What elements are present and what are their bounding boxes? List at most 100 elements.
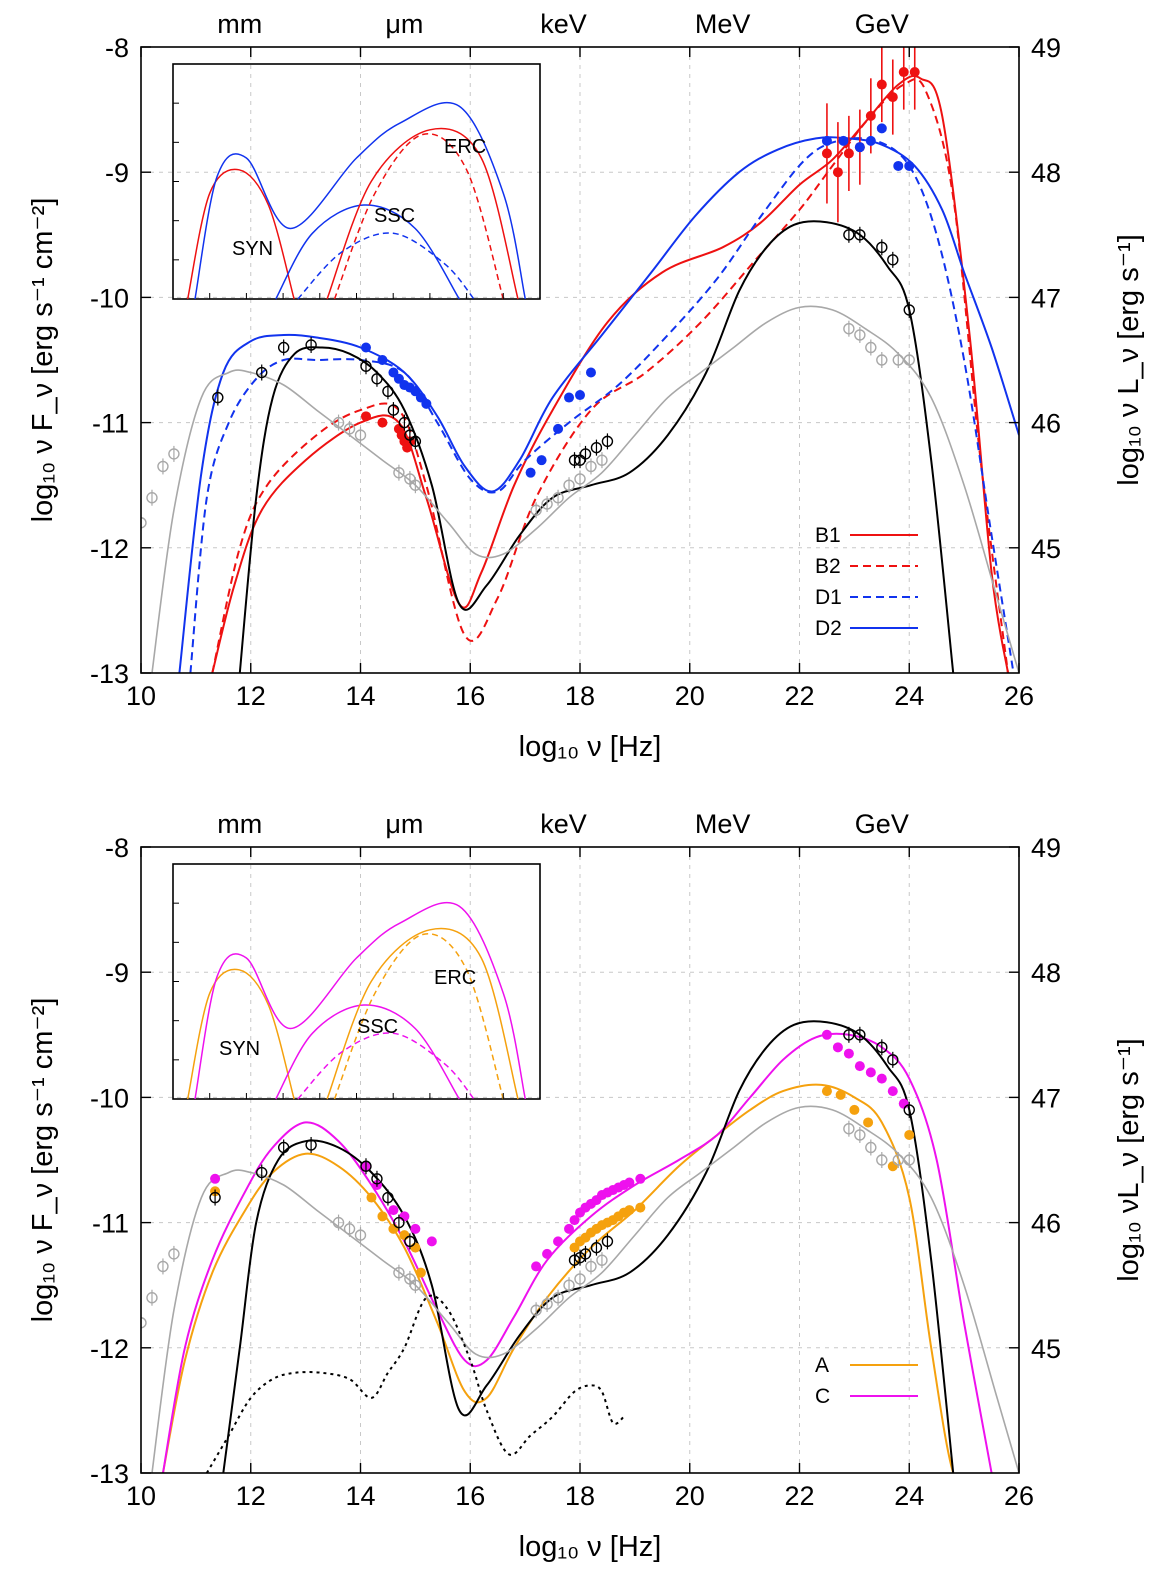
series-line-b1: [211, 75, 1009, 673]
top-inset: SYN SSC ERC: [172, 63, 541, 300]
y2-tick-label: 47: [1031, 1083, 1061, 1113]
inset-curve: [194, 101, 527, 300]
data-point-orange: [366, 1192, 377, 1203]
data-point-blue: [575, 390, 585, 401]
y2-tick-label: 46: [1031, 409, 1061, 439]
data-point-gray-open: [141, 1317, 147, 1329]
data-point-orange: [849, 1104, 860, 1115]
y-axis-title: log₁₀ ν F_ν [erg s⁻¹ cm⁻²]: [27, 998, 59, 1323]
legend-label-a: A: [815, 1354, 829, 1377]
inset-frame: [172, 63, 541, 300]
data-point-magenta: [399, 1211, 410, 1222]
data-point-orange: [821, 1086, 832, 1097]
x-tick-label: 22: [784, 681, 814, 711]
band-label-μm: μm: [385, 9, 423, 39]
x-tick-label: 12: [236, 1481, 266, 1511]
data-point-magenta: [553, 1236, 564, 1247]
y2-tick-label: 45: [1031, 1334, 1061, 1364]
data-point-red: [898, 67, 909, 78]
bottom-inset: SYN SSC ERC: [172, 863, 541, 1100]
inset-ssc-label: SSC: [374, 205, 415, 227]
data-point-magenta: [624, 1177, 635, 1188]
data-point-magenta: [388, 1205, 399, 1216]
legend-label-b1: B1: [815, 524, 841, 547]
data-point-magenta: [843, 1048, 854, 1059]
x-tick-label: 10: [126, 681, 156, 711]
band-label-MeV: MeV: [695, 9, 751, 39]
data-point-red: [821, 148, 832, 159]
band-label-GeV: GeV: [855, 9, 909, 39]
data-point-blue: [838, 135, 849, 146]
top-panel: SYN SSC ERC B1 B2 D1 D2 10 12 14 16 18 20 22 24 26 -…: [27, 9, 1145, 763]
y-tick-label: -9: [105, 158, 129, 188]
y-tick-label: -13: [90, 659, 129, 689]
x-tick-label: 24: [894, 1481, 924, 1511]
data-point-magenta: [569, 1215, 580, 1226]
inset-curve: [297, 232, 475, 300]
band-label-mm: mm: [217, 809, 262, 839]
x-tick-label: 26: [1004, 1481, 1034, 1511]
inset-curve: [333, 933, 505, 1100]
data-point-orange: [377, 1211, 388, 1222]
data-point-blue: [377, 355, 388, 365]
data-point-red: [832, 167, 843, 178]
y2-tick-label: 45: [1031, 534, 1061, 564]
x-tick-label: 26: [1004, 681, 1034, 711]
data-point-blue: [876, 123, 887, 134]
data-point-magenta: [898, 1098, 909, 1109]
x-tick-label: 24: [894, 681, 924, 711]
inset-curve: [186, 168, 295, 300]
y-tick-label: -11: [92, 409, 129, 439]
legend-label-c: C: [815, 1385, 830, 1408]
series-line-d2: [178, 136, 1019, 673]
inset-curve: [275, 204, 460, 300]
data-point-blue: [904, 160, 915, 171]
series-line-gray-3: [151, 1105, 1019, 1473]
x-tick-label: 18: [565, 1481, 595, 1511]
x-tick-label: 12: [236, 681, 266, 711]
y2-axis-title: log₁₀ ν L_ν [erg s⁻¹]: [1113, 234, 1145, 486]
legend-label-d2: D2: [815, 617, 842, 640]
data-point-blue: [525, 467, 536, 478]
inset-curve: [186, 968, 295, 1100]
data-point-magenta: [865, 1067, 876, 1078]
y-tick-label: -8: [105, 33, 129, 63]
series-line-gray-5: [151, 305, 1019, 673]
bottom-panel: SYN SSC ERC AC 10 12 14 16 18 20 22 24 26 -13 -12 -…: [27, 809, 1145, 1563]
data-point-blue: [585, 367, 596, 378]
y2-tick-label: 48: [1031, 958, 1061, 988]
series-line-d1: [189, 137, 1015, 673]
data-point-red: [377, 417, 388, 428]
y-tick-label: -9: [105, 958, 129, 988]
x-tick-label: 22: [784, 1481, 814, 1511]
y-axis-title: log₁₀ ν F_ν [erg s⁻¹ cm⁻²]: [27, 198, 59, 523]
data-point-magenta: [635, 1173, 646, 1184]
data-point-magenta: [542, 1248, 553, 1259]
y2-tick-label: 48: [1031, 158, 1061, 188]
data-point-orange: [887, 1161, 898, 1172]
y2-tick-label: 46: [1031, 1209, 1061, 1239]
x-tick-label: 14: [345, 1481, 375, 1511]
y-tick-label: -11: [92, 1209, 129, 1239]
x-tick-label: 20: [675, 1481, 705, 1511]
data-point-orange: [388, 1223, 399, 1234]
data-point-magenta: [876, 1073, 887, 1084]
band-label-keV: keV: [540, 809, 587, 839]
data-point-orange: [399, 1230, 410, 1241]
series-line-b2: [211, 78, 1009, 673]
x-tick-label: 18: [565, 681, 595, 711]
y-tick-label: -12: [90, 534, 129, 564]
data-point-blue: [854, 142, 865, 153]
y-tick-label: -12: [90, 1334, 129, 1364]
band-label-GeV: GeV: [855, 809, 909, 839]
data-point-orange: [415, 1267, 426, 1278]
series-line-black-2: [222, 1020, 955, 1473]
data-point-orange: [863, 1117, 874, 1128]
data-point-orange: [410, 1242, 421, 1253]
data-point-magenta: [210, 1173, 221, 1184]
data-point-orange: [635, 1202, 646, 1213]
data-point-magenta: [531, 1261, 542, 1272]
data-point-blue: [893, 160, 904, 171]
legend-label-d1: D1: [815, 586, 842, 609]
